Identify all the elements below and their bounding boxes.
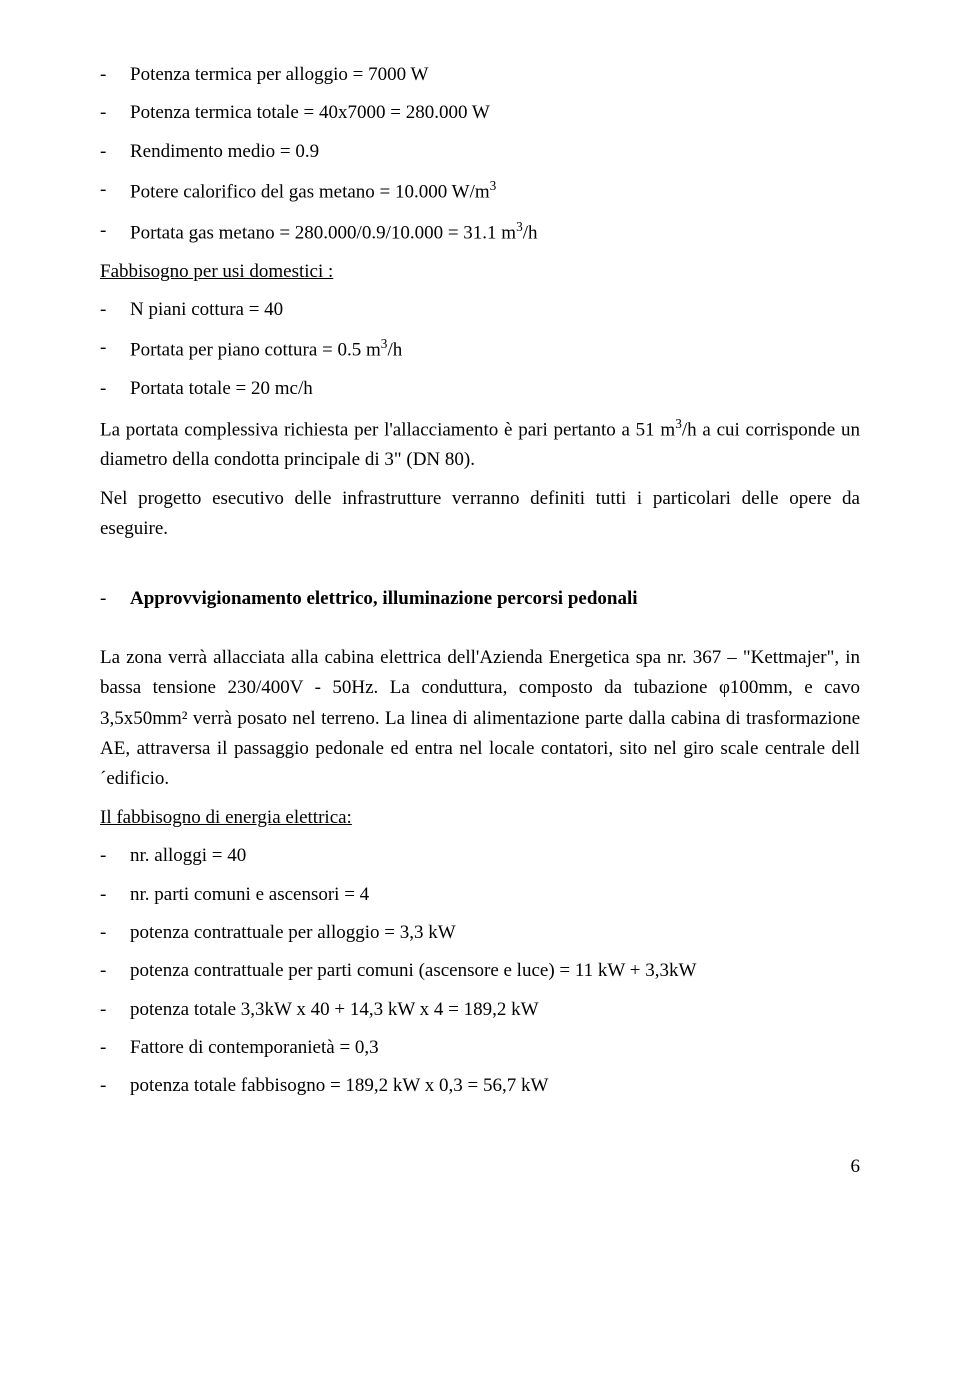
bullet-dash: - [100,880,130,910]
bullet-dash: - [100,216,130,249]
underlined-label: Fabbisogno per usi domestici : [100,261,333,282]
underlined-label: Il fabbisogno di energia elettrica: [100,807,352,828]
bullet-text: Potenza termica totale = 40x7000 = 280.0… [130,98,860,128]
superscript: 3 [675,416,682,431]
bullet-item: - Portata totale = 20 mc/h [100,374,860,404]
bullet-text: Rendimento medio = 0.9 [130,137,860,167]
bullet-item: - potenza contrattuale per alloggio = 3,… [100,918,860,948]
bullet-item: - nr. parti comuni e ascensori = 4 [100,880,860,910]
text-fragment: La portata complessiva richiesta per l'a… [100,419,675,440]
bullet-item: - potenza contrattuale per parti comuni … [100,956,860,986]
bullet-item: - potenza totale 3,3kW x 40 + 14,3 kW x … [100,995,860,1025]
subsection-label: Fabbisogno per usi domestici : [100,257,860,287]
bullet-text: Potere calorifico del gas metano = 10.00… [130,175,860,208]
bullet-dash: - [100,1033,130,1063]
bullet-dash: - [100,584,130,614]
bullet-text: potenza contrattuale per alloggio = 3,3 … [130,918,860,948]
bullet-text: Portata per piano cottura = 0.5 m3/h [130,333,860,366]
text-fragment: Portata gas metano = 280.000/0.9/10.000 … [130,222,516,243]
bullet-dash: - [100,374,130,404]
bullet-dash: - [100,60,130,90]
bullet-item: - Portata gas metano = 280.000/0.9/10.00… [100,216,860,249]
bullet-dash: - [100,918,130,948]
bullet-dash: - [100,98,130,128]
text-fragment: /h [523,222,538,243]
bullet-text: Portata gas metano = 280.000/0.9/10.000 … [130,216,860,249]
bullet-item: - potenza totale fabbisogno = 189,2 kW x… [100,1071,860,1101]
bullet-text: potenza totale fabbisogno = 189,2 kW x 0… [130,1071,860,1101]
bullet-dash: - [100,841,130,871]
bullet-item: - Fattore di contemporanietà = 0,3 [100,1033,860,1063]
bullet-text: Potenza termica per alloggio = 7000 W [130,60,860,90]
text-fragment: Potere calorifico del gas metano = 10.00… [130,182,490,203]
bullet-item: - N piani cottura = 40 [100,295,860,325]
subsection-label: Il fabbisogno di energia elettrica: [100,803,860,833]
heading-text: Approvvigionamento elettrico, illuminazi… [130,584,860,614]
bullet-item: - Potenza termica per alloggio = 7000 W [100,60,860,90]
bullet-text: potenza totale 3,3kW x 40 + 14,3 kW x 4 … [130,995,860,1025]
bullet-item: - Portata per piano cottura = 0.5 m3/h [100,333,860,366]
paragraph: La portata complessiva richiesta per l'a… [100,413,860,476]
superscript: 3 [516,219,523,234]
section-heading: - Approvvigionamento elettrico, illumina… [100,584,860,614]
paragraph: La zona verrà allacciata alla cabina ele… [100,643,860,795]
bullet-dash: - [100,956,130,986]
bullet-item: - Rendimento medio = 0.9 [100,137,860,167]
text-fragment: /h [387,340,402,361]
bullet-text: nr. parti comuni e ascensori = 4 [130,880,860,910]
paragraph: Nel progetto esecutivo delle infrastrutt… [100,484,860,545]
page-content: - Potenza termica per alloggio = 7000 W … [0,0,960,1222]
bullet-dash: - [100,137,130,167]
page-number: 6 [100,1152,860,1182]
bullet-dash: - [100,175,130,208]
bullet-dash: - [100,295,130,325]
bullet-text: potenza contrattuale per parti comuni (a… [130,956,860,986]
superscript: 3 [490,178,497,193]
bullet-dash: - [100,995,130,1025]
bullet-item: - nr. alloggi = 40 [100,841,860,871]
bullet-text: nr. alloggi = 40 [130,841,860,871]
bullet-text: Fattore di contemporanietà = 0,3 [130,1033,860,1063]
text-fragment: Portata per piano cottura = 0.5 m [130,340,381,361]
bullet-item: - Potere calorifico del gas metano = 10.… [100,175,860,208]
bullet-dash: - [100,1071,130,1101]
bullet-text: Portata totale = 20 mc/h [130,374,860,404]
bullet-text: N piani cottura = 40 [130,295,860,325]
bullet-dash: - [100,333,130,366]
bullet-item: - Potenza termica totale = 40x7000 = 280… [100,98,860,128]
